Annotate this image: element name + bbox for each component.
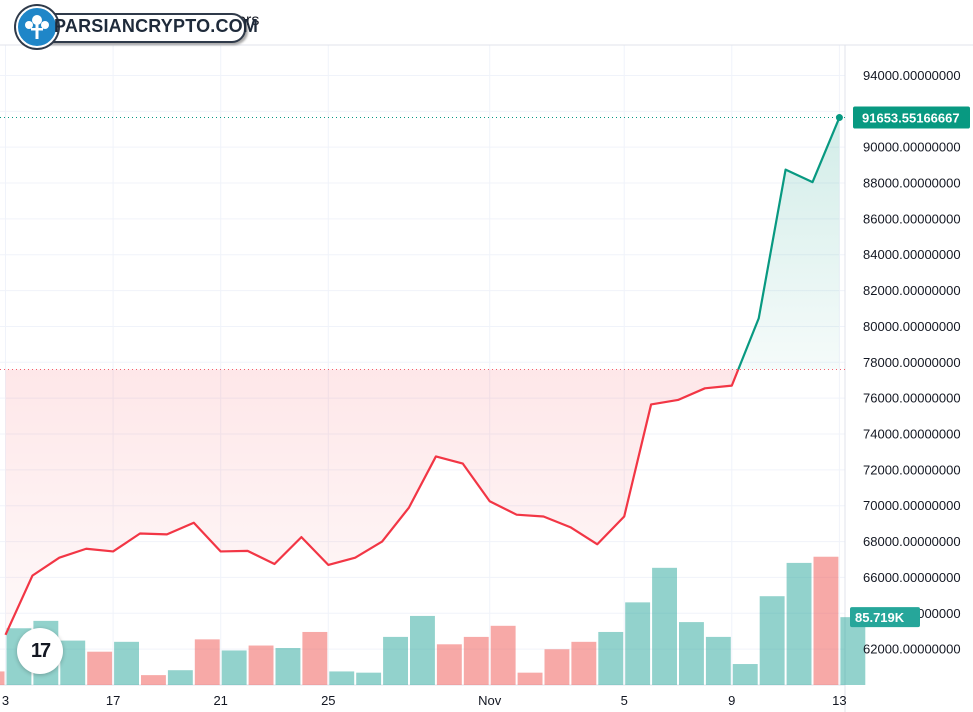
brand-text: PARSIANCRYPTO.COM xyxy=(54,16,259,36)
volume-bar xyxy=(652,567,677,685)
volume-bar xyxy=(0,671,5,685)
tradingview-logo-icon[interactable]: 17 xyxy=(17,628,63,674)
volume-bar xyxy=(490,625,516,685)
volume-bar xyxy=(813,556,839,685)
y-tick-label: 90000.00000000 xyxy=(863,140,961,155)
volume-bar xyxy=(221,650,247,685)
volume-bar xyxy=(383,636,408,685)
volume-bar xyxy=(840,617,866,685)
tradingview-logo-text: 17 xyxy=(30,639,51,662)
price-line xyxy=(4,117,841,636)
volume-bar xyxy=(679,622,704,685)
y-tick-label: 82000.00000000 xyxy=(863,283,961,298)
y-tick-label: 80000.00000000 xyxy=(863,319,961,334)
volume-bar xyxy=(544,649,570,685)
volume-bar xyxy=(759,596,785,685)
baseline-fill xyxy=(5,117,840,635)
price-axis[interactable]: 94000.0000000092000.0000000090000.000000… xyxy=(850,68,970,657)
x-tick-label: 3 xyxy=(2,693,9,708)
volume-bar xyxy=(275,648,301,685)
tree-icon xyxy=(16,6,58,48)
volume-bar xyxy=(786,562,812,685)
last-price-point xyxy=(835,114,843,122)
volume-bar xyxy=(141,675,166,685)
y-tick-label: 70000.00000000 xyxy=(863,498,961,513)
last-volume-badge xyxy=(850,607,920,628)
x-tick-label: 25 xyxy=(321,693,335,708)
volume-bars xyxy=(0,556,866,685)
x-tick-label: 9 xyxy=(728,693,735,708)
y-tick-label: 76000.00000000 xyxy=(863,391,961,406)
volume-bar xyxy=(625,602,651,685)
area-fill-down xyxy=(5,369,739,635)
y-tick-label: 88000.00000000 xyxy=(863,176,961,191)
volume-bar xyxy=(302,631,328,685)
y-tick-label: 94000.00000000 xyxy=(863,68,961,83)
volume-bar xyxy=(732,664,758,685)
last-price-badge xyxy=(853,106,970,129)
volume-bar xyxy=(410,615,435,685)
y-tick-label: 62000.00000000 xyxy=(863,642,961,657)
volume-bar xyxy=(114,641,139,685)
volume-bar xyxy=(194,639,220,685)
y-tick-label: 74000.00000000 xyxy=(863,427,961,442)
y-tick-label: 84000.00000000 xyxy=(863,247,961,262)
y-tick-label: 72000.00000000 xyxy=(863,462,961,477)
volume-bar xyxy=(571,641,597,685)
x-tick-label: Nov xyxy=(478,693,502,708)
x-tick-label: 21 xyxy=(213,693,227,708)
price-overlay xyxy=(0,114,845,370)
volume-bar xyxy=(436,644,462,685)
y-tick-label: 78000.00000000 xyxy=(863,355,961,370)
volume-bar xyxy=(87,651,113,685)
x-tick-label: 5 xyxy=(621,693,628,708)
x-tick-label: 13 xyxy=(832,693,846,708)
line-segment-down xyxy=(4,369,740,636)
last-price-label: 91653.55166667 xyxy=(862,111,960,126)
time-axis[interactable]: 3 17 21 25 Nov 5 9 13 xyxy=(2,693,847,708)
volume-bar xyxy=(356,672,382,685)
volume-bar xyxy=(517,672,543,685)
volume-bar xyxy=(248,645,274,685)
volume-bar xyxy=(705,636,731,685)
line-segment-up xyxy=(737,117,841,370)
volume-bar xyxy=(167,670,193,685)
y-tick-label: 68000.00000000 xyxy=(863,534,961,549)
last-volume-label: 85.719K xyxy=(855,610,905,625)
y-tick-label: 66000.00000000 xyxy=(863,570,961,585)
volume-bar xyxy=(463,636,489,685)
brand-pill xyxy=(26,13,246,43)
volume-bar xyxy=(598,631,624,685)
volume-bar xyxy=(60,640,86,685)
x-tick-label: 17 xyxy=(106,693,120,708)
volume-bar xyxy=(329,671,355,685)
y-tick-label: 86000.00000000 xyxy=(863,211,961,226)
